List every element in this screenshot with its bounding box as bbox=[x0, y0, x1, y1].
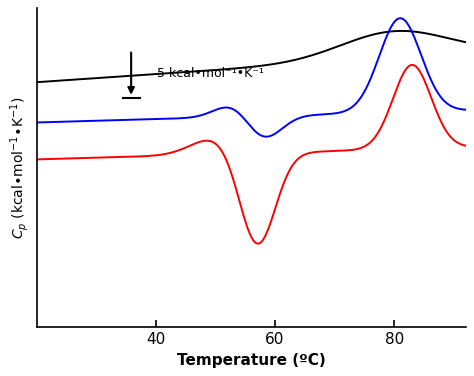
X-axis label: Temperature (ºC): Temperature (ºC) bbox=[177, 353, 326, 368]
Text: 5 kcal•mol⁻¹•K⁻¹: 5 kcal•mol⁻¹•K⁻¹ bbox=[157, 67, 264, 80]
Y-axis label: $C_p$ (kcal$\bullet$mol$^{-1}$$\bullet$K$^{-1}$): $C_p$ (kcal$\bullet$mol$^{-1}$$\bullet$K… bbox=[9, 97, 31, 239]
